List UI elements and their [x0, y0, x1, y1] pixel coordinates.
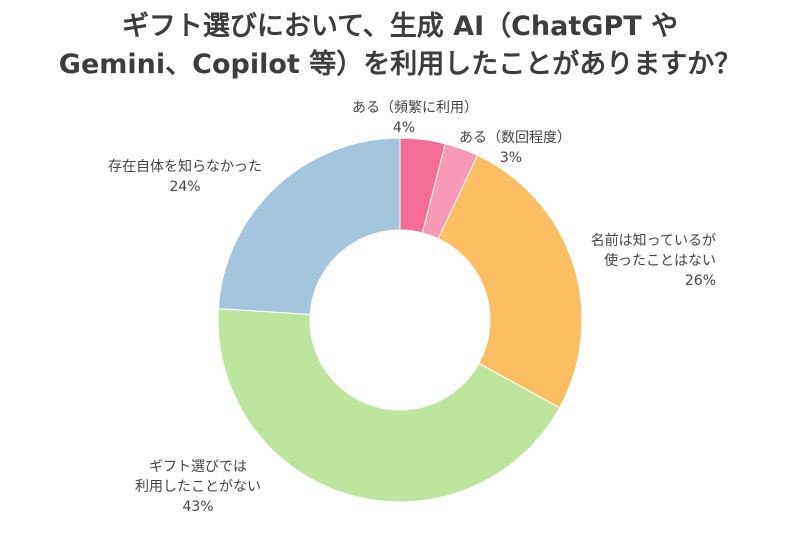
slice-unaware	[217, 137, 401, 315]
chart-title-line-1: ギフト選びにおいて、生成 AI（ChatGPT や	[121, 11, 679, 42]
chart-title-line-2: Gemini、Copilot 等）を利用したことがありますか？	[58, 49, 742, 80]
slice-label-unaware-value: 24%	[169, 179, 201, 195]
slice-label-frequent-name: ある（頻繁に利用）	[352, 100, 478, 116]
slice-label-known-unused-value: 26%	[684, 273, 716, 289]
slice-not-for-gifts	[217, 308, 561, 503]
slice-label-few-times: ある（数回程度） 3%	[459, 128, 571, 168]
slice-label-known-unused: 名前は知っているが 使ったことはない 26%	[576, 231, 716, 291]
chart-title: ギフト選びにおいて、生成 AI（ChatGPT や Gemini、Copilot…	[0, 8, 800, 84]
slice-known-unused	[437, 154, 583, 409]
slice-label-few-times-name: ある（数回程度）	[459, 130, 571, 146]
slice-label-not-for-gifts-name-2: 利用したことがない	[135, 479, 261, 495]
slice-label-not-for-gifts-value: 43%	[182, 499, 214, 515]
slice-label-few-times-value: 3%	[499, 150, 523, 166]
slice-label-frequent: ある（頻繁に利用） 4%	[352, 98, 478, 138]
slice-label-frequent-value: 4%	[392, 120, 416, 136]
slice-label-known-unused-name-1: 名前は知っているが	[590, 233, 716, 249]
slice-label-unaware-name: 存在自体を知らなかった	[108, 159, 262, 175]
slice-label-not-for-gifts: ギフト選びでは 利用したことがない 43%	[128, 457, 268, 517]
slice-label-unaware: 存在自体を知らなかった 24%	[100, 157, 270, 197]
slice-label-not-for-gifts-name-1: ギフト選びでは	[149, 459, 247, 475]
slice-label-known-unused-name-2: 使ったことはない	[604, 253, 716, 269]
